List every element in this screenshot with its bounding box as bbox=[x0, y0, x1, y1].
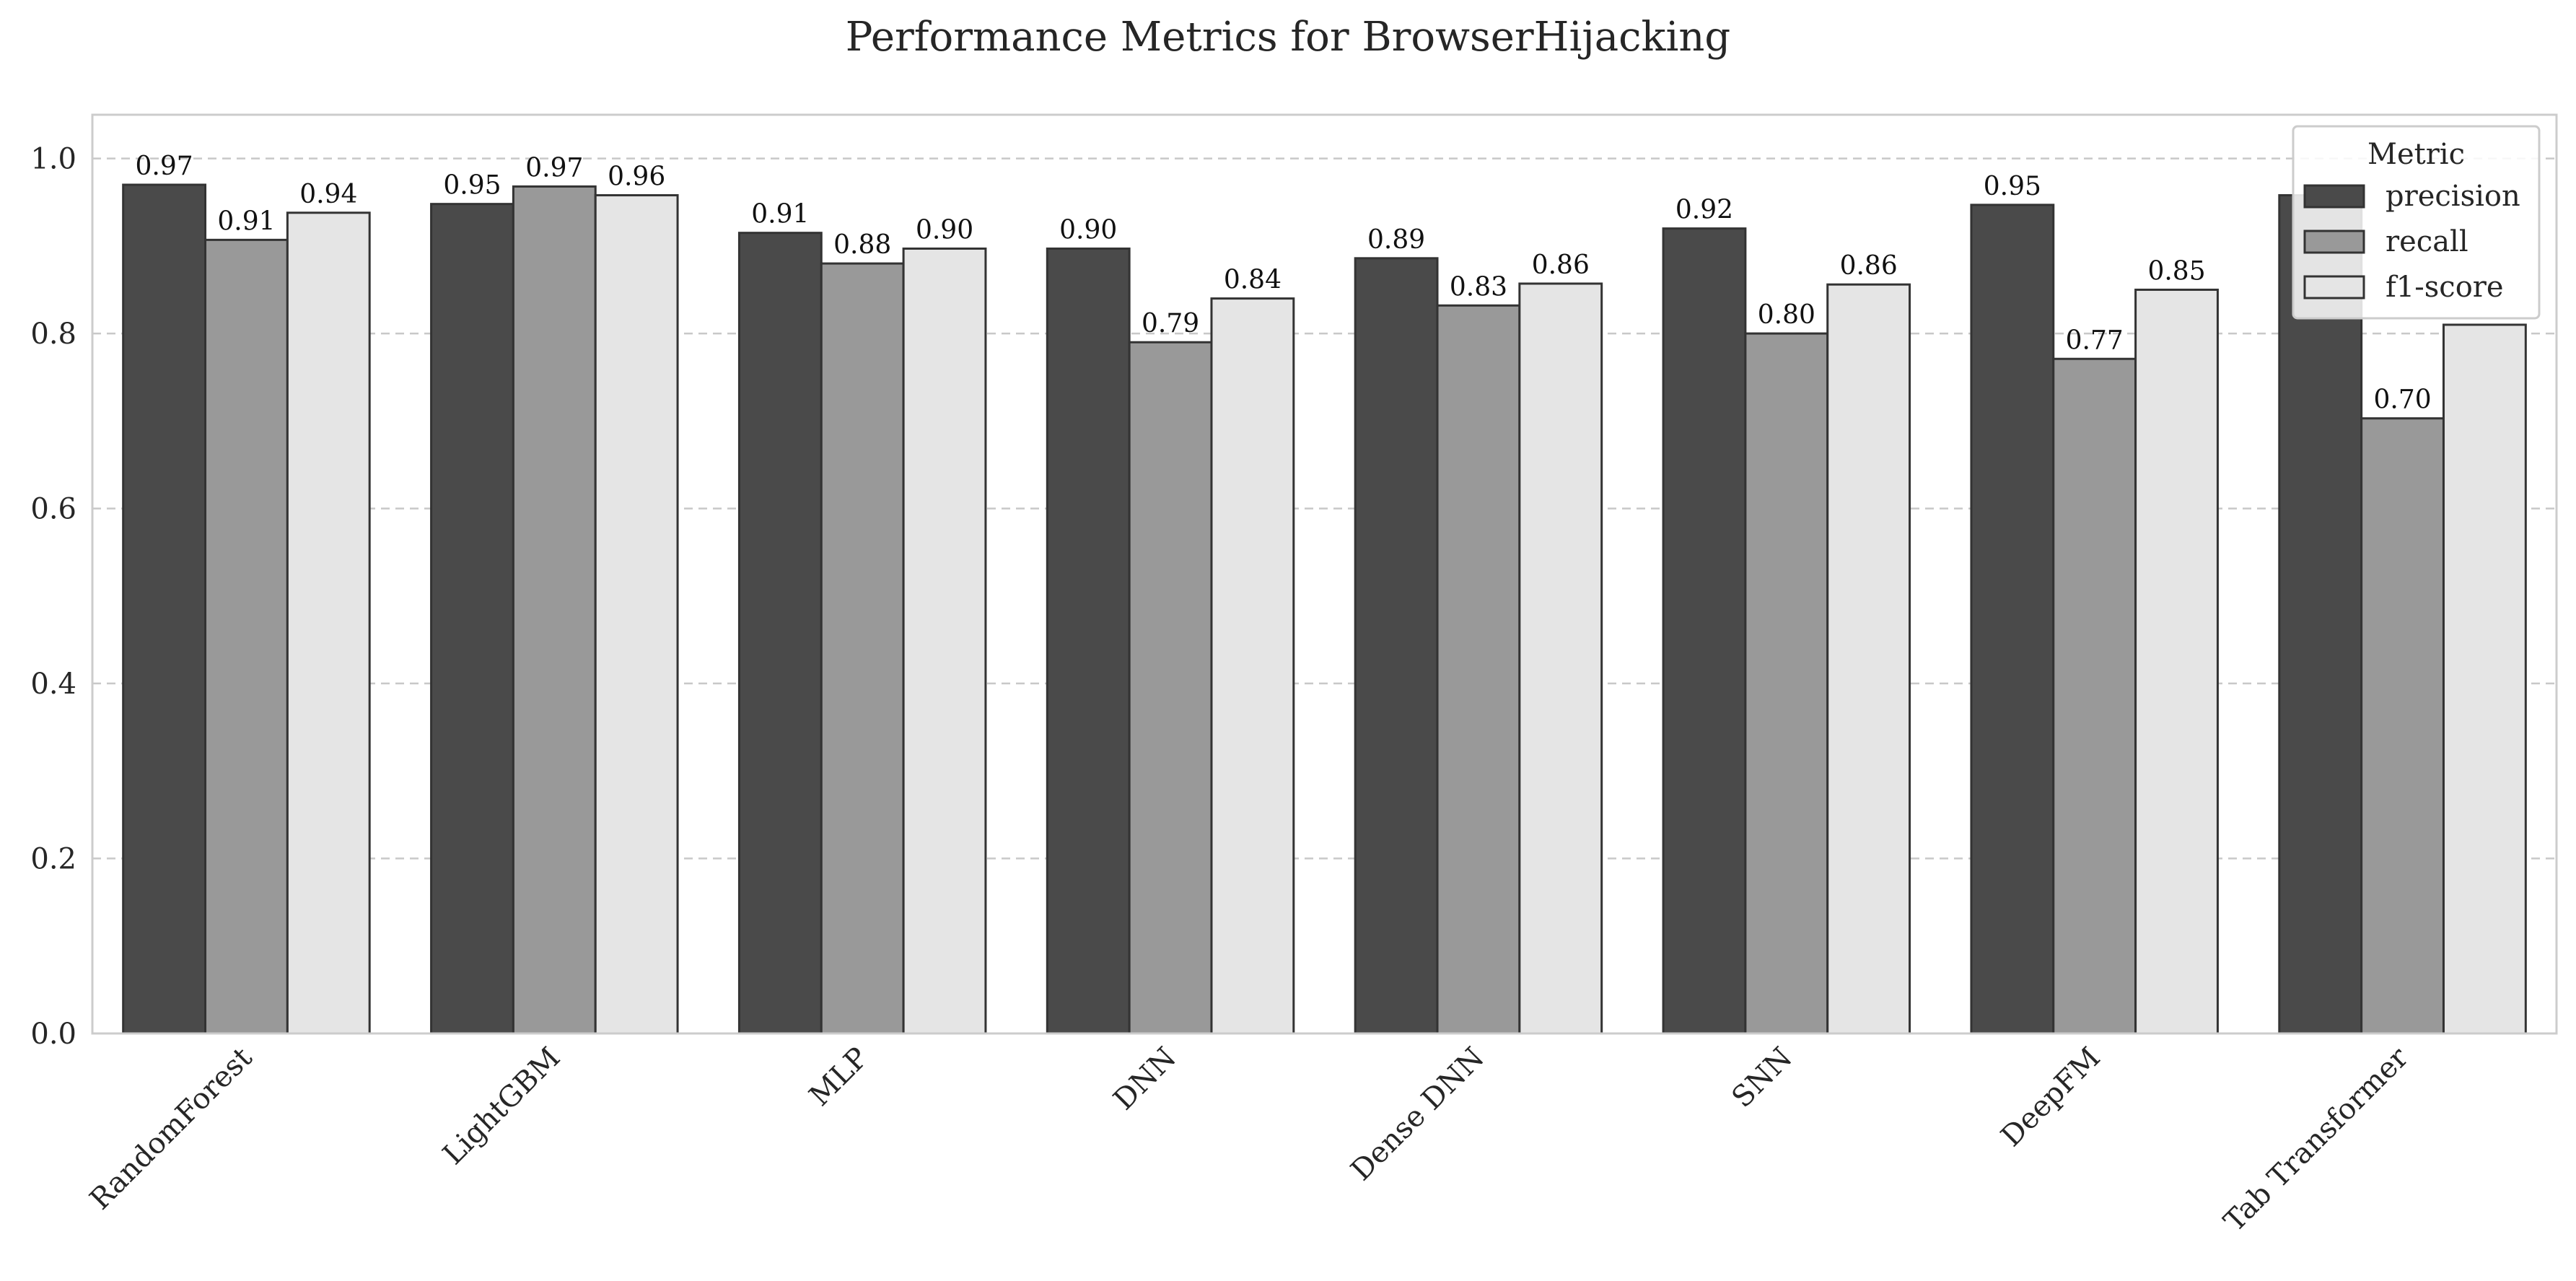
bar-value-label: 0.95 bbox=[443, 171, 501, 201]
bar-value-label: 0.94 bbox=[299, 180, 357, 209]
bar-value-label: 0.91 bbox=[217, 206, 275, 236]
bar-recall-deepfm bbox=[2052, 357, 2137, 1035]
bar-value-label: 0.90 bbox=[916, 215, 973, 245]
y-tick-label: 0.4 bbox=[30, 668, 76, 701]
bar-recall-mlp bbox=[820, 262, 905, 1035]
legend-swatch-f1-score bbox=[2303, 275, 2365, 300]
bar-value-labels: 0.97 0.95 0.91 0.90 0.89 0.92 0.95 0.91 0.97 0.88… bbox=[136, 152, 2432, 415]
bar-value-label: 0.84 bbox=[1224, 266, 1282, 295]
bar-value-label: 0.88 bbox=[833, 230, 891, 260]
bar-value-label: 0.97 bbox=[525, 153, 583, 183]
bar-value-label: 0.91 bbox=[751, 200, 809, 229]
bar-value-label: 0.89 bbox=[1367, 225, 1425, 255]
y-tick-label: 1.0 bbox=[30, 143, 76, 176]
bar-precision-randomforest bbox=[122, 183, 207, 1035]
chart-title: Performance Metrics for BrowserHijacking bbox=[846, 14, 1731, 61]
legend: Metric precision recall f1-score bbox=[2292, 125, 2541, 320]
legend-label-recall: recall bbox=[2386, 225, 2468, 258]
bar-recall-snn bbox=[1744, 332, 1829, 1035]
bar-f1-score-tab-transformer bbox=[2442, 323, 2527, 1035]
legend-swatch-precision bbox=[2303, 184, 2365, 209]
bar-f1-score-dnn bbox=[1210, 297, 1295, 1035]
legend-label-f1-score: f1-score bbox=[2386, 271, 2504, 304]
bar-f1-score-deepfm bbox=[2134, 288, 2219, 1035]
bar-value-label: 0.70 bbox=[2373, 385, 2431, 415]
legend-swatch-recall bbox=[2303, 229, 2365, 254]
bar-precision-lightgbm bbox=[430, 203, 514, 1035]
bar-recall-tab-transformer bbox=[2360, 417, 2445, 1035]
y-tick-label: 0.8 bbox=[30, 318, 76, 351]
legend-title: Metric bbox=[2367, 138, 2465, 171]
bar-precision-tab-transformer bbox=[2278, 194, 2363, 1035]
bar-value-label: 0.86 bbox=[1840, 251, 1898, 281]
bar-value-label: 0.85 bbox=[2147, 256, 2205, 286]
bar-precision-dense-dnn bbox=[1354, 257, 1439, 1035]
bar-value-label: 0.92 bbox=[1675, 196, 1733, 225]
bar-value-label: 0.77 bbox=[2066, 325, 2124, 355]
bar-f1-score-snn bbox=[1826, 283, 1911, 1035]
bar-f1-score-randomforest bbox=[286, 211, 371, 1035]
y-tick-label: 0.2 bbox=[30, 843, 76, 876]
legend-items: precision recall f1-score bbox=[2303, 180, 2520, 304]
bar-value-label: 0.95 bbox=[1984, 172, 2041, 201]
bar-value-label: 0.96 bbox=[608, 162, 665, 192]
bars bbox=[122, 183, 2527, 1035]
bar-recall-dnn bbox=[1128, 341, 1213, 1035]
bar-precision-deepfm bbox=[1970, 204, 2055, 1035]
bar-value-label: 0.80 bbox=[1758, 300, 1815, 330]
bar-value-label: 0.97 bbox=[136, 152, 193, 181]
legend-box bbox=[2292, 125, 2541, 320]
legend-label-precision: precision bbox=[2386, 180, 2520, 213]
bar-value-label: 0.83 bbox=[1450, 272, 1507, 302]
bar-precision-snn bbox=[1662, 227, 1747, 1035]
bar-precision-dnn bbox=[1046, 247, 1131, 1035]
bar-precision-mlp bbox=[737, 232, 823, 1035]
bar-value-label: 0.79 bbox=[1142, 309, 1199, 338]
bar-f1-score-mlp bbox=[902, 247, 987, 1035]
bar-value-label: 0.90 bbox=[1059, 215, 1117, 245]
bar-f1-score-lightgbm bbox=[594, 194, 679, 1035]
bar-recall-randomforest bbox=[204, 238, 289, 1035]
y-tick-label: 0.6 bbox=[30, 493, 76, 526]
bar-recall-dense-dnn bbox=[1436, 304, 1521, 1035]
bar-value-label: 0.86 bbox=[1532, 250, 1590, 280]
bar-f1-score-dense-dnn bbox=[1518, 282, 1603, 1035]
bar-recall-lightgbm bbox=[512, 185, 597, 1035]
y-axis-ticks: 0.0 0.2 0.4 0.6 0.8 1.0 bbox=[30, 143, 76, 1051]
plot-area-frame bbox=[91, 113, 2558, 1035]
y-tick-label: 0.0 bbox=[30, 1018, 76, 1051]
